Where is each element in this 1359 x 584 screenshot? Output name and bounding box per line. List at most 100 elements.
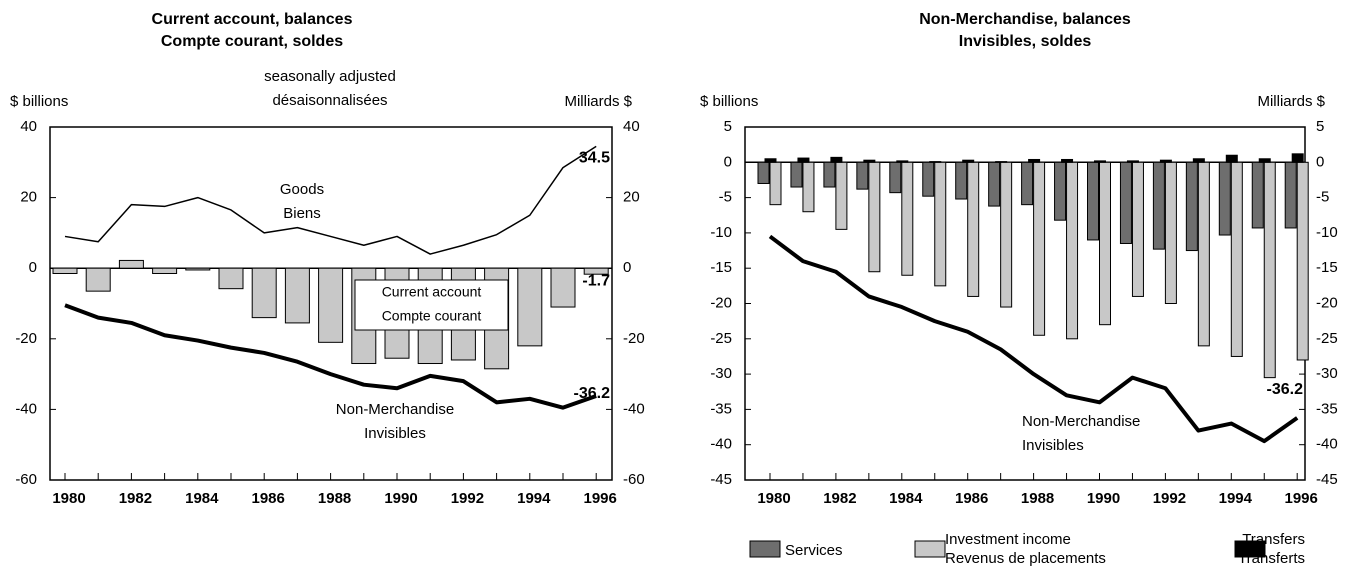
y-tick-label: -20 [15, 330, 37, 347]
x-tick-label: 1986 [252, 490, 285, 507]
y-tick-label: 40 [623, 118, 640, 135]
y-tick-label: -40 [15, 400, 37, 417]
y-tick-label: -45 [710, 471, 732, 488]
bar [955, 161, 968, 200]
chart-title: Invisibles, soldes [959, 33, 1092, 50]
chart-title: Non-Merchandise, balances [919, 11, 1131, 28]
series-label: Invisibles [1022, 437, 1084, 454]
y-tick-label: -35 [710, 400, 732, 417]
bar [922, 161, 935, 197]
legend-box [354, 279, 509, 331]
legend-text: Transfers [1242, 531, 1305, 548]
bar [764, 158, 777, 163]
bar [1131, 161, 1144, 297]
x-tick-label: 1992 [451, 490, 484, 507]
series-label: Invisibles [364, 425, 426, 442]
bar [1159, 159, 1172, 163]
line [64, 303, 597, 410]
y-tick-label: 40 [20, 118, 37, 135]
bar [52, 267, 78, 274]
bar [967, 161, 980, 297]
bar [988, 161, 1001, 207]
bar [1263, 161, 1276, 379]
bar [1054, 161, 1067, 221]
bar [251, 267, 277, 319]
bar [284, 267, 310, 324]
bar [1192, 158, 1205, 163]
x-tick-label: 1984 [185, 490, 219, 507]
series-label: Biens [283, 205, 321, 222]
x-tick-label: 1992 [1153, 490, 1186, 507]
y-tick-label: -25 [710, 330, 732, 347]
x-tick-label: 1996 [1285, 490, 1318, 507]
bar [1251, 161, 1264, 229]
bar [1099, 161, 1111, 326]
y-tick-label: -45 [1316, 471, 1338, 488]
subtitle: désaisonnalisées [272, 92, 387, 109]
bar [769, 161, 782, 206]
y-tick-label: -40 [623, 400, 645, 417]
x-tick-label: 1988 [318, 490, 351, 507]
bar [1033, 161, 1046, 336]
bar [1000, 161, 1013, 308]
bar [797, 157, 810, 163]
bar [1028, 158, 1041, 163]
legend-text: Revenus de placements [945, 550, 1106, 567]
bar [1284, 161, 1297, 229]
x-tick-label: 1990 [384, 490, 417, 507]
y-tick-label: -40 [1316, 436, 1338, 453]
data-label: 34.5 [579, 150, 610, 167]
bar [1087, 161, 1099, 241]
bar [757, 161, 770, 184]
bar [995, 161, 1008, 163]
bar [85, 267, 111, 292]
series-label: Goods [280, 181, 324, 198]
series-label: Non-Merchandise [336, 401, 454, 418]
y-tick-label: -10 [1316, 224, 1338, 241]
y-tick-label: -25 [1316, 330, 1338, 347]
bar [1197, 161, 1210, 347]
bar [1164, 161, 1177, 304]
x-tick-label: 1984 [889, 490, 923, 507]
legend-text: Transferts [1238, 550, 1305, 567]
bar [1258, 158, 1271, 163]
bar [1094, 160, 1106, 163]
data-label: -36.2 [574, 385, 611, 402]
bar [583, 267, 609, 275]
data-label: -1.7 [582, 272, 610, 289]
y-tick-label: -20 [623, 330, 645, 347]
y-axis-label: Milliards $ [564, 93, 632, 110]
y-tick-label: -10 [710, 224, 732, 241]
line [64, 145, 597, 255]
bar [1021, 161, 1034, 206]
bar [823, 161, 836, 188]
bar [1296, 161, 1309, 361]
y-tick-label: -60 [623, 471, 645, 488]
y-tick-label: -15 [1316, 259, 1338, 276]
bar [1126, 160, 1139, 163]
subtitle: seasonally adjusted [264, 68, 396, 85]
legend-swatch [1234, 540, 1266, 558]
y-tick-label: -60 [15, 471, 37, 488]
bar [1119, 161, 1132, 244]
bar [1185, 161, 1198, 252]
y-tick-label: -40 [710, 436, 732, 453]
y-tick-label: 0 [724, 153, 732, 170]
x-tick-label: 1988 [1021, 490, 1054, 507]
bar [962, 159, 975, 163]
x-tick-label: 1986 [955, 490, 988, 507]
series-label: Non-Merchandise [1022, 413, 1140, 430]
x-tick-label: 1990 [1087, 490, 1120, 507]
x-tick-label: 1982 [823, 490, 856, 507]
bar [118, 259, 144, 269]
bar [1066, 161, 1079, 340]
bar [1291, 153, 1304, 163]
y-tick-label: 5 [724, 118, 732, 135]
bar [1152, 161, 1165, 250]
y-tick-label: -20 [1316, 294, 1338, 311]
y-tick-label: 0 [29, 259, 37, 276]
bar [802, 161, 815, 213]
bar [835, 161, 848, 230]
bar [830, 156, 843, 163]
bar [218, 267, 244, 290]
